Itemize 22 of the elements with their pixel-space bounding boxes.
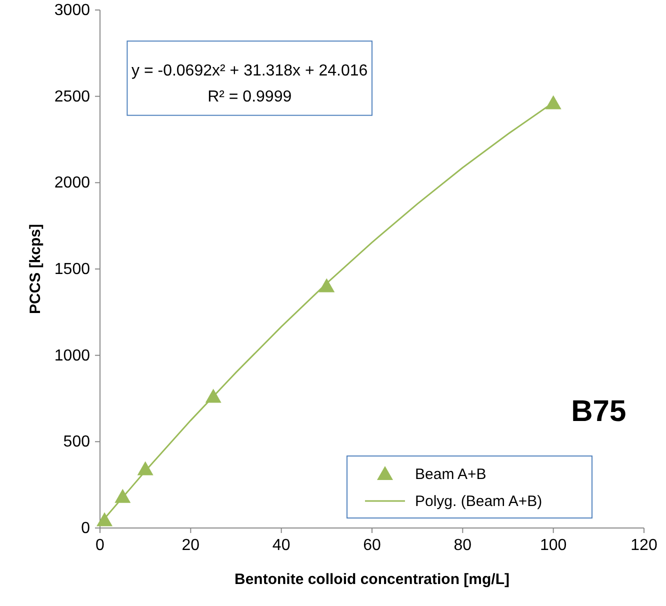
x-tick-label: 0 (96, 537, 105, 554)
y-tick-label: 500 (63, 434, 90, 451)
legend-label: Beam A+B (415, 466, 486, 483)
annotation: y = -0.0692x² + 31.318x + 24.016 (132, 62, 368, 80)
point (96, 512, 113, 526)
y-tick-label: 2500 (54, 88, 90, 106)
y-tick-label: 0 (81, 520, 90, 537)
y-tick-label: 3000 (54, 2, 90, 19)
x-tick-label: 40 (272, 537, 290, 554)
x-tick-label: 80 (454, 537, 472, 554)
y-tick-label: 2000 (54, 174, 90, 192)
y-tick-label: 1500 (54, 261, 90, 278)
x-axis-title: Bentonite colloid concentration [mg/L] (234, 571, 510, 588)
y-axis-title: PCCS [kcps] (27, 224, 44, 314)
x-tick-label: 20 (182, 537, 200, 554)
y-tick-label: 1000 (54, 347, 90, 364)
x-tick-label: 120 (630, 537, 658, 554)
x-tick-label: 60 (363, 537, 381, 554)
annotation: B75 (571, 394, 626, 428)
x-tick-label: 100 (540, 537, 567, 554)
annotation: R² = 0.9999 (208, 88, 292, 106)
legend-label: Polyg. (Beam A+B) (415, 493, 542, 510)
